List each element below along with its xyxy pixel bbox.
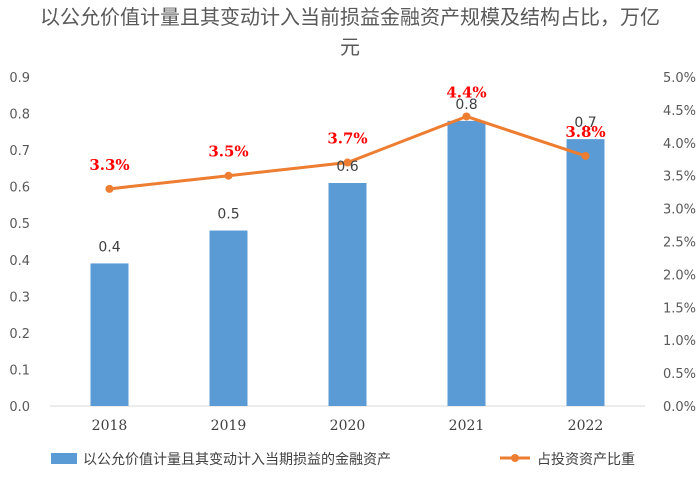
x-tick-label: 2022 — [568, 418, 604, 434]
bar — [209, 230, 248, 406]
legend-bar-label: 以公允价值计量且其变动计入当期损益的金融资产 — [83, 452, 391, 468]
bar-value-label: 0.8 — [455, 97, 477, 113]
bar-value-label: 0.5 — [217, 207, 239, 223]
legend-line-label: 占投资资产比重 — [537, 452, 635, 468]
bar-value-label: 0.6 — [336, 159, 358, 175]
ratio-point — [105, 184, 114, 193]
y-left-tick-label: 0.5 — [9, 217, 30, 232]
ratio-point — [224, 171, 233, 180]
ratio-value-label: 3.7% — [327, 130, 367, 148]
chart-title: 以公允价值计量且其变动计入当前损益金融资产规模及结构占比，万亿元 — [40, 5, 660, 59]
y-right-tick-label: 2.0% — [663, 268, 696, 283]
bar — [447, 120, 486, 406]
legend: 以公允价值计量且其变动计入当期损益的金融资产 占投资资产比重 — [51, 452, 635, 468]
bar-value-label: 0.7 — [574, 115, 596, 131]
y-left-tick-label: 0.7 — [9, 144, 30, 159]
ratio-value-label: 4.4% — [446, 83, 486, 101]
ratio-series-line — [109, 114, 586, 191]
y-left-tick-label: 0.1 — [9, 363, 30, 378]
y-right-tick-label: 3.0% — [663, 203, 696, 218]
y-right-tick-label: 3.5% — [663, 170, 696, 185]
y-left-tick-label: 0.4 — [9, 254, 30, 269]
y-left-tick-label: 0.9 — [9, 71, 30, 86]
x-tick-label: 2021 — [449, 418, 485, 434]
y-left-tick-label: 0.3 — [9, 290, 30, 305]
bar — [566, 139, 605, 406]
data-labels: 0.4 0.5 0.6 0.8 0.7 3.3% 3.5% 3.7% 4.4% 3.8% — [89, 83, 605, 255]
x-tick-label: 2018 — [92, 418, 128, 434]
ratio-point — [343, 158, 352, 167]
y-right-tick-label: 4.0% — [663, 137, 696, 152]
bar — [90, 263, 129, 406]
y-right-tick-label: 5.0% — [663, 71, 696, 86]
x-tick-label: 2019 — [211, 418, 247, 434]
y-left-tick-label: 0.8 — [9, 108, 30, 123]
y-right-tick-label: 0.0% — [663, 400, 696, 415]
y-left-tick-label: 0.0 — [9, 400, 30, 415]
y-right-tick-label: 4.5% — [663, 104, 696, 119]
ratio-point — [462, 112, 471, 121]
ratio-line — [105, 112, 590, 193]
y-left-tick-label: 0.2 — [9, 327, 30, 342]
legend-line-marker — [511, 454, 519, 462]
y-right-tick-label: 1.5% — [663, 301, 696, 316]
ratio-value-label: 3.8% — [565, 123, 605, 141]
bar-value-label: 0.4 — [98, 239, 120, 255]
ratio-value-label: 3.5% — [208, 143, 248, 161]
y-left-tick-label: 0.6 — [9, 181, 30, 196]
ratio-point — [581, 151, 590, 160]
legend-bar-swatch — [51, 453, 77, 464]
bars — [90, 120, 605, 406]
ratio-value-label: 3.3% — [89, 156, 129, 174]
y-right-tick-label: 0.5% — [663, 367, 696, 382]
x-tick-label: 2020 — [330, 418, 366, 434]
bar — [328, 183, 367, 406]
y-right-tick-label: 2.5% — [663, 236, 696, 251]
y-right-tick-label: 1.0% — [663, 334, 696, 349]
